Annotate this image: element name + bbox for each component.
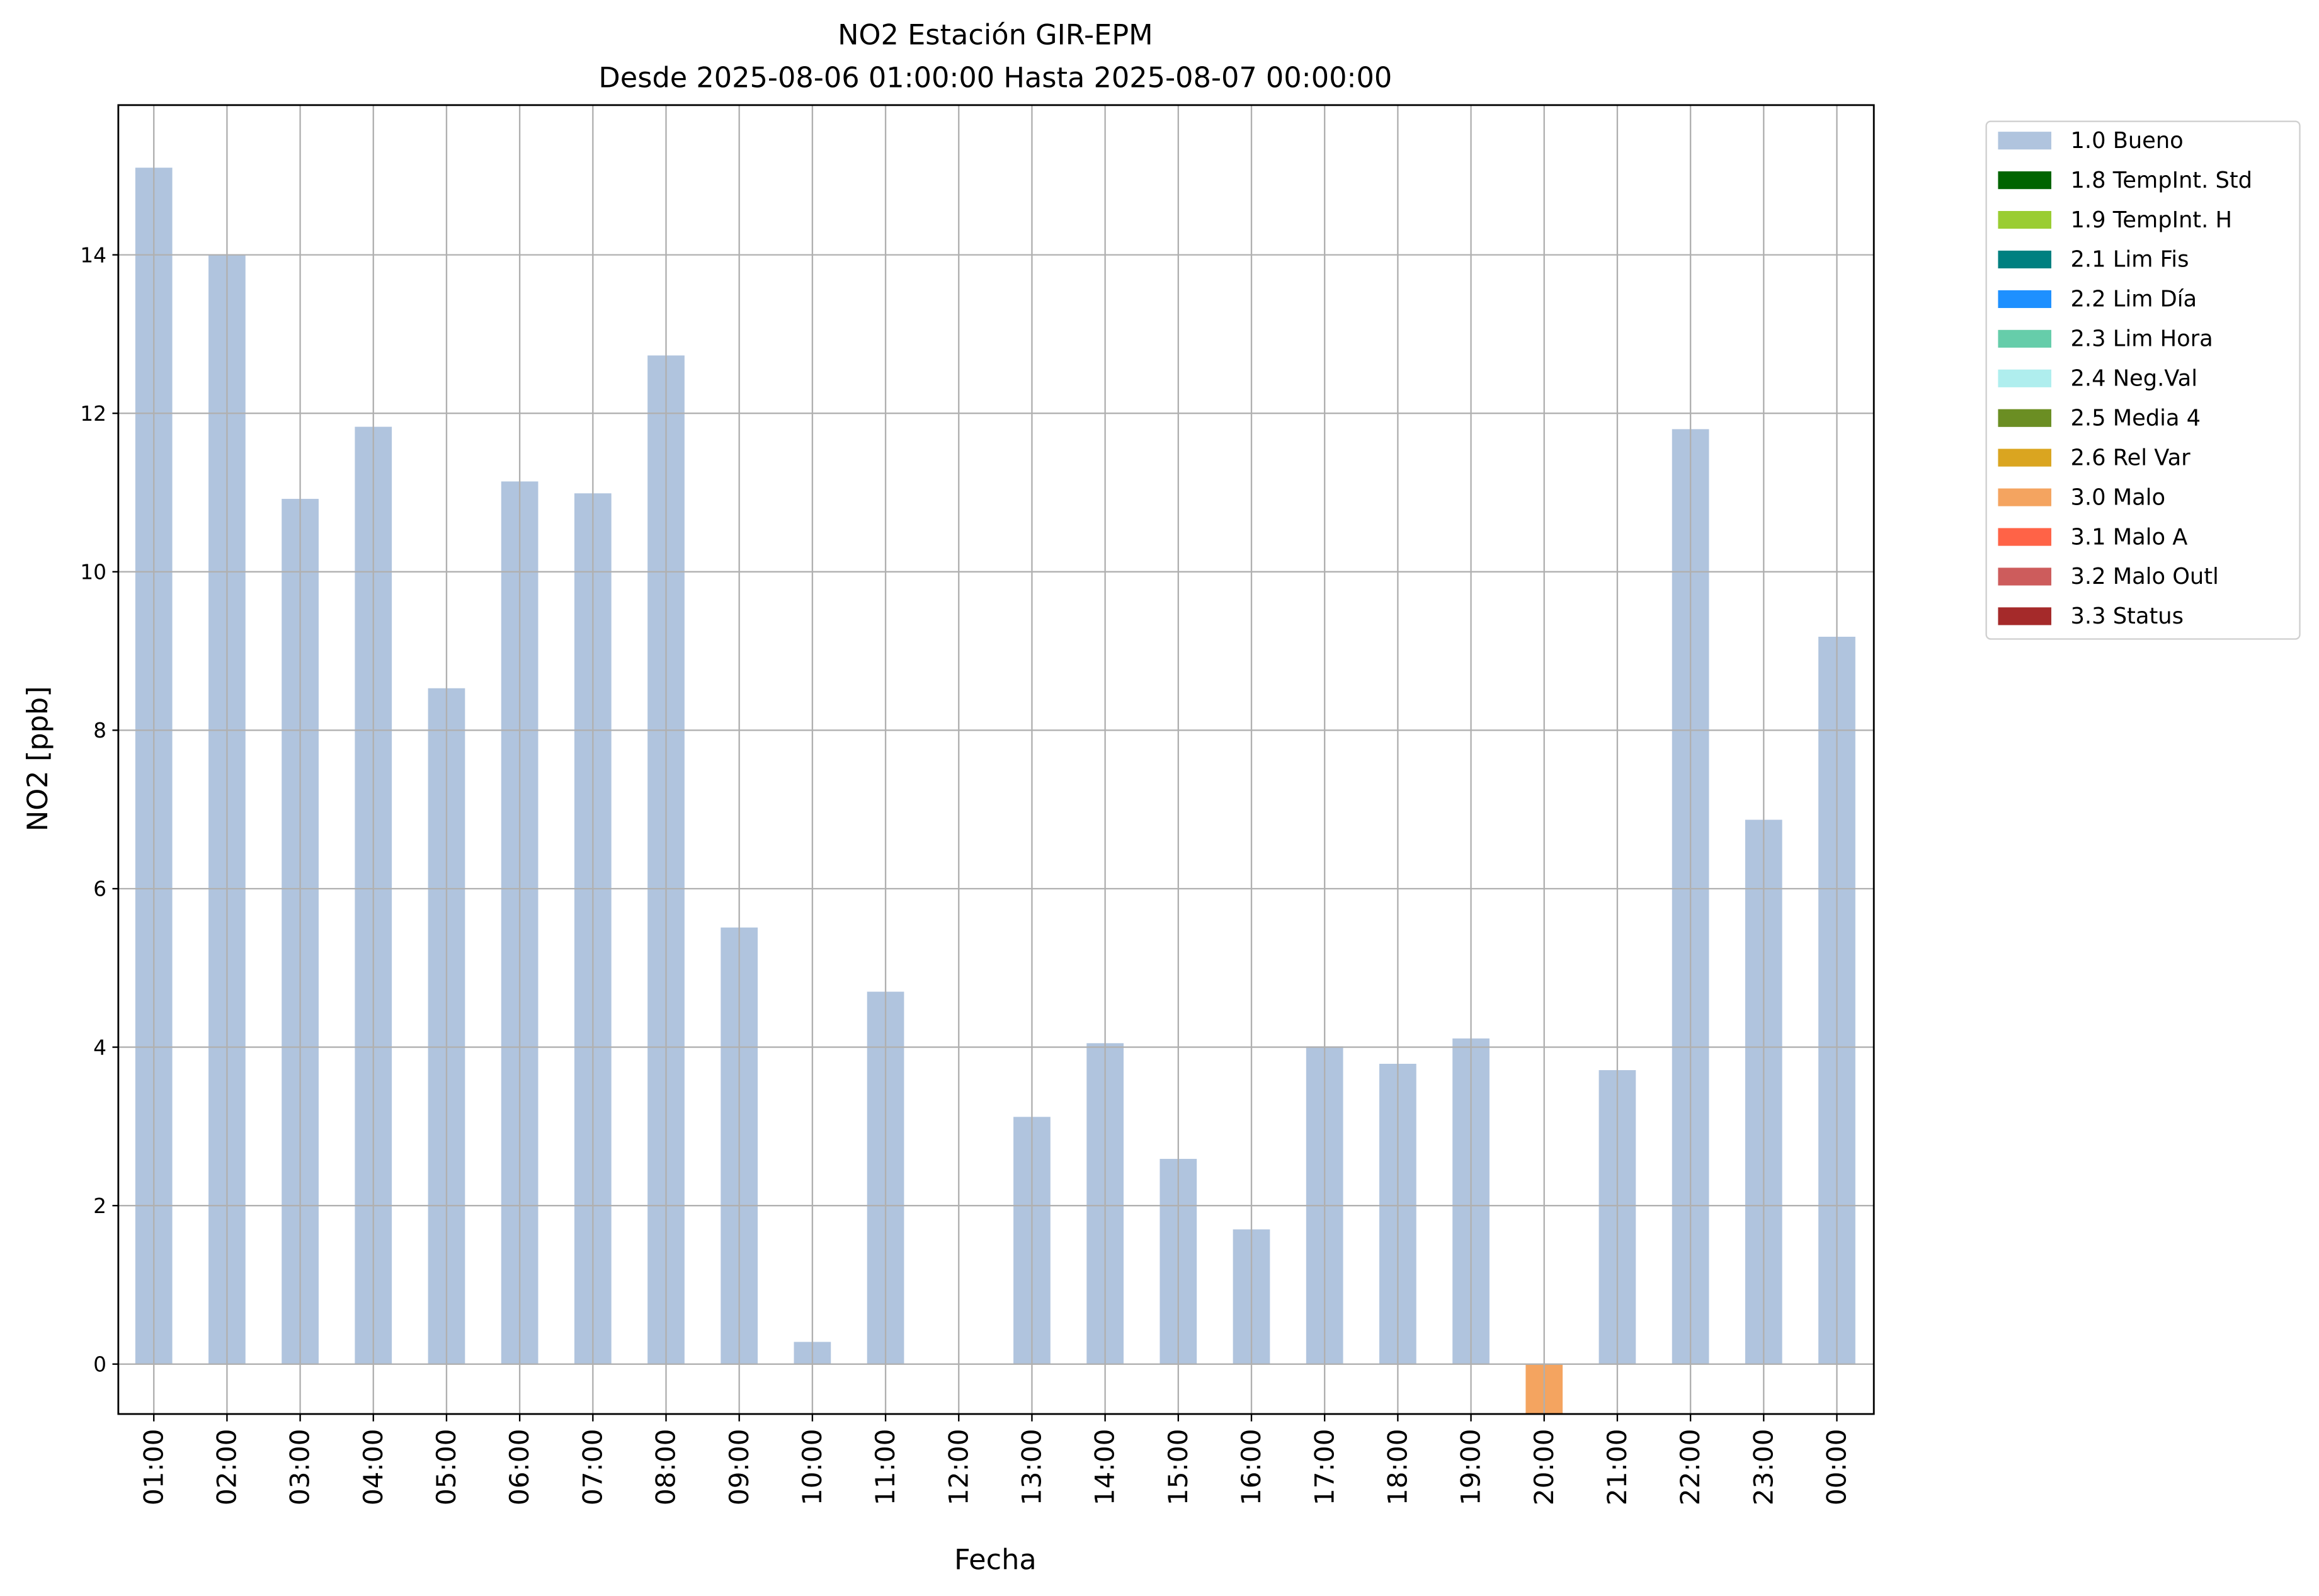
y-tick-label: 8 [93, 718, 106, 743]
legend-label: 2.6 Rel Var [2071, 445, 2191, 470]
legend-swatch [1998, 290, 2051, 309]
x-tick-label: 15:00 [1163, 1429, 1194, 1506]
x-tick-label: 01:00 [138, 1429, 169, 1506]
x-tick-label: 08:00 [651, 1429, 681, 1506]
legend-swatch [1998, 607, 2051, 625]
x-tick-label: 18:00 [1382, 1429, 1413, 1506]
x-axis-label: Fecha [954, 1544, 1037, 1576]
x-tick-label: 09:00 [724, 1429, 755, 1506]
x-tick-label: 17:00 [1309, 1429, 1340, 1506]
chart-title: NO2 Estación GIR-EPM [838, 19, 1153, 52]
x-tick-label: 06:00 [504, 1429, 535, 1506]
legend-swatch [1998, 210, 2051, 229]
y-tick-label: 14 [80, 242, 106, 267]
x-tick-label: 00:00 [1821, 1429, 1852, 1506]
legend-swatch [1998, 448, 2051, 467]
x-tick-label: 20:00 [1529, 1429, 1559, 1506]
y-tick-label: 12 [80, 401, 106, 426]
legend-label: 2.3 Lim Hora [2071, 326, 2213, 352]
legend-label: 2.5 Media 4 [2071, 405, 2201, 431]
x-tick-label: 05:00 [431, 1429, 462, 1506]
plot-frame [117, 104, 1875, 1415]
x-tick-label: 16:00 [1236, 1429, 1267, 1506]
y-tick-label: 6 [93, 877, 106, 901]
x-tick-label: 10:00 [797, 1429, 828, 1506]
legend-label: 3.2 Malo Outl [2071, 564, 2219, 590]
chart-subtitle: Desde 2025-08-06 01:00:00 Hasta 2025-08-… [598, 62, 1392, 94]
legend-swatch [1998, 329, 2051, 348]
grid [118, 105, 1874, 1415]
y-tick-label: 10 [80, 560, 106, 584]
x-tick-label: 22:00 [1675, 1429, 1706, 1506]
legend-swatch [1998, 567, 2051, 586]
legend-label: 3.0 Malo [2071, 484, 2166, 510]
legend-swatch [1998, 488, 2051, 506]
legend-label: 2.1 Lim Fis [2071, 247, 2189, 273]
legend-label: 1.8 TempInt. Std [2071, 168, 2252, 193]
x-axis-ticks: 01:00 02:00 03:00 04:00 05:00 06:00 07:00 08:00… [138, 1414, 1852, 1505]
legend-label: 3.3 Status [2071, 603, 2184, 629]
x-tick-label: 04:00 [358, 1429, 389, 1506]
x-tick-label: 12:00 [943, 1429, 974, 1506]
x-tick-label: 02:00 [211, 1429, 242, 1506]
legend-swatch [1998, 369, 2051, 387]
legend-swatch [1998, 250, 2051, 269]
legend-label: 2.4 Neg.Val [2071, 366, 2198, 392]
x-tick-label: 03:00 [285, 1429, 316, 1506]
x-tick-label: 21:00 [1602, 1429, 1632, 1506]
y-axis-ticks: 0 2 4 6 8 10 12 14 [80, 242, 118, 1377]
bars [135, 168, 1855, 1415]
x-tick-label: 23:00 [1748, 1429, 1779, 1506]
legend-swatch [1998, 528, 2051, 546]
x-tick-label: 13:00 [1017, 1429, 1047, 1506]
legend-label: 2.2 Lim Día [2071, 287, 2197, 312]
x-tick-label: 19:00 [1456, 1429, 1486, 1506]
x-tick-label: 07:00 [577, 1429, 608, 1506]
y-axis-label: NO2 [ppb] [21, 686, 54, 831]
y-tick-label: 0 [93, 1352, 106, 1377]
y-tick-label: 4 [93, 1035, 106, 1059]
legend-label: 1.0 Bueno [2071, 128, 2184, 154]
legend-frame [1985, 120, 2301, 640]
y-tick-label: 2 [93, 1194, 106, 1218]
legend-swatch [1998, 132, 2051, 150]
legend-swatch [1998, 171, 2051, 190]
legend: 1.0 Bueno 1.8 TempInt. Std 1.9 TempInt. H 2… [1985, 120, 2301, 640]
x-tick-label: 11:00 [870, 1429, 901, 1506]
legend-label: 1.9 TempInt. H [2071, 207, 2232, 233]
legend-swatch [1998, 409, 2051, 427]
legend-label: 3.1 Malo A [2071, 524, 2188, 550]
x-tick-label: 14:00 [1090, 1429, 1120, 1506]
